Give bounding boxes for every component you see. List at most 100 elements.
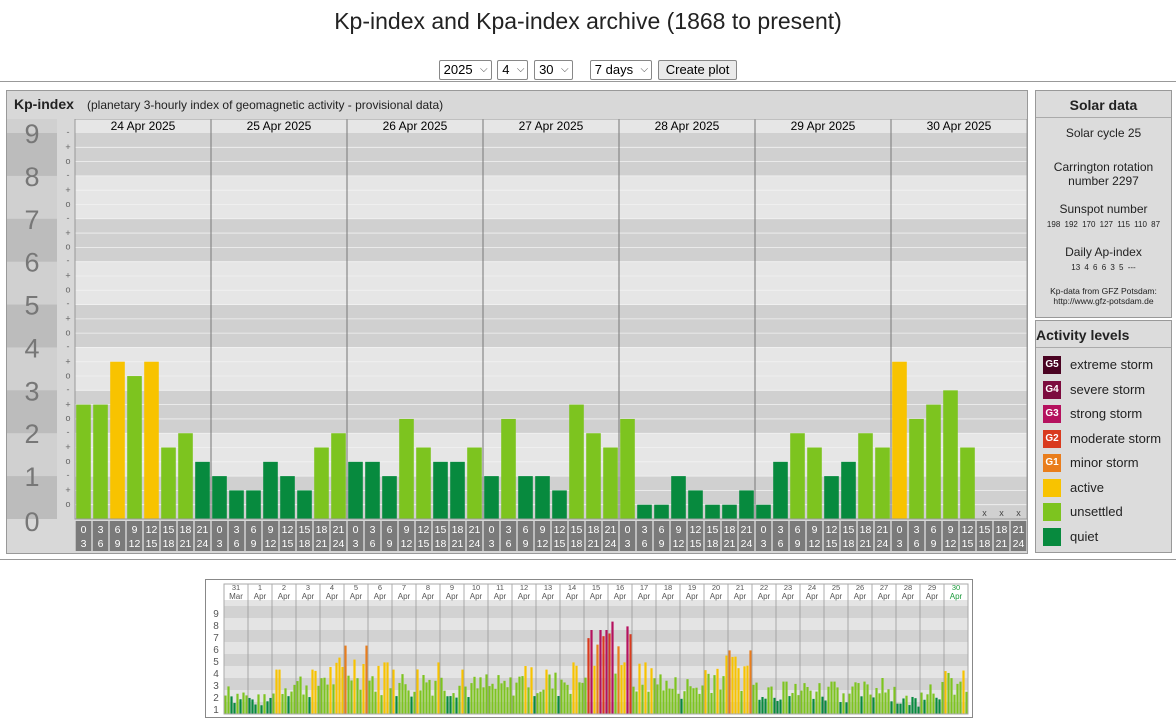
overview-bar <box>620 665 623 714</box>
overview-bar <box>473 676 476 714</box>
hour-start-label: 12 <box>418 524 430 536</box>
day-select[interactable]: 30 ⌵ <box>534 60 573 80</box>
overview-bar <box>863 681 866 714</box>
span-select[interactable]: 7 days ⌵ <box>589 60 653 80</box>
overview-bar <box>302 694 305 714</box>
overview-bar <box>737 668 740 714</box>
overview-bar <box>416 669 419 714</box>
overview-bar <box>392 669 395 714</box>
hour-end-label: 12 <box>537 538 549 550</box>
overview-day-label: 19 <box>688 583 696 592</box>
source-link[interactable]: http://www.gfz-potsdam.de <box>1053 296 1154 306</box>
overview-bar <box>680 698 683 714</box>
kp-bar <box>365 461 380 519</box>
hour-start-label: 15 <box>299 524 311 536</box>
overview-bar <box>695 687 698 714</box>
overview-bar <box>743 666 746 714</box>
overview-bar <box>320 678 323 714</box>
data-source: Kp-data from GFZ Potsdam: http://www.gfz… <box>1036 286 1171 306</box>
overview-day-label: 1 <box>258 583 262 592</box>
overview-bar <box>599 630 602 714</box>
create-plot-button[interactable]: Create plot <box>657 60 738 80</box>
overview-bar <box>476 688 479 714</box>
year-select[interactable]: 2025 ⌵ <box>438 60 492 80</box>
overview-bar <box>536 693 539 714</box>
overview-bar <box>503 680 506 714</box>
overview-bar <box>509 677 512 714</box>
overview-bar <box>821 696 824 714</box>
overview-bar <box>479 677 482 714</box>
overview-bar <box>731 656 734 714</box>
overview-bar <box>761 696 764 714</box>
overview-bar <box>899 703 902 714</box>
hour-start-label: 9 <box>132 524 138 536</box>
hour-cell <box>551 521 568 551</box>
overview-bar <box>725 655 728 714</box>
overview-bar <box>767 687 770 714</box>
overview-day-label: 6 <box>378 583 382 592</box>
kp-bar <box>824 476 839 519</box>
overview-bar <box>389 688 392 714</box>
hour-cell <box>993 521 1010 551</box>
overview-day-label: 20 <box>712 583 720 592</box>
overview-bar <box>644 662 647 714</box>
overview-month-label: Apr <box>734 592 747 601</box>
activity-label: minor storm <box>1070 455 1139 470</box>
overview-month-label: Apr <box>782 592 795 601</box>
hour-cell <box>177 521 194 551</box>
overview-day-label: 30 <box>952 583 960 592</box>
missing-marker: x <box>999 508 1004 518</box>
kp-bar <box>688 490 703 519</box>
kp-header: Kp-index (planetary 3-hourly index of ge… <box>7 91 1027 119</box>
overview-bar <box>923 699 926 714</box>
kp-bar <box>348 461 363 519</box>
overview-bar <box>782 681 785 714</box>
hour-end-label: 3 <box>625 538 631 550</box>
hour-end-label: 3 <box>761 538 767 550</box>
overview-bar <box>653 678 656 714</box>
kp-band <box>75 218 1027 262</box>
overview-bar <box>590 630 593 714</box>
hour-start-label: 3 <box>914 524 920 536</box>
overview-bar <box>230 696 233 714</box>
minor-tick-symbol: + <box>65 356 70 366</box>
minor-tick-symbol: o <box>65 456 70 466</box>
kp-bar <box>756 504 771 519</box>
kp-bar <box>450 461 465 519</box>
hour-start-label: 3 <box>370 524 376 536</box>
kp-index-panel: Kp-index (planetary 3-hourly index of ge… <box>6 90 1028 554</box>
hour-start-label: 12 <box>690 524 702 536</box>
minor-tick-symbol: - <box>67 299 70 309</box>
overview-bar <box>359 689 362 714</box>
overview-day-label: 5 <box>354 583 358 592</box>
day-value: 30 <box>539 62 554 77</box>
overview-bar <box>569 693 572 714</box>
overview-day-label: 8 <box>426 583 430 592</box>
overview-bar <box>707 673 710 714</box>
y-axis-band <box>7 133 57 176</box>
overview-month-label: Apr <box>542 592 555 601</box>
hour-cell <box>891 521 908 551</box>
hour-start-label: 0 <box>217 524 223 536</box>
chevron-down-icon: ⌵ <box>480 64 488 75</box>
overview-month-label: Apr <box>302 592 315 601</box>
overview-bar <box>458 685 461 714</box>
kp-bar <box>569 404 584 519</box>
overview-month-label: Apr <box>566 592 579 601</box>
overview-bar <box>752 684 755 714</box>
kp-bar <box>518 476 533 519</box>
overview-month-label: Apr <box>350 592 363 601</box>
overview-bar <box>881 678 884 714</box>
overview-day-label: 28 <box>904 583 912 592</box>
overview-bar <box>500 683 503 714</box>
hour-cell <box>670 521 687 551</box>
overview-bar <box>734 656 737 714</box>
overview-bar <box>467 697 470 714</box>
month-select[interactable]: 4 ⌵ <box>497 60 529 80</box>
overview-bar <box>950 678 953 714</box>
hour-cell <box>398 521 415 551</box>
overview-bar <box>608 633 611 714</box>
overview-bar <box>428 679 431 714</box>
y-axis-band <box>7 390 57 434</box>
overview-bar <box>338 657 341 714</box>
